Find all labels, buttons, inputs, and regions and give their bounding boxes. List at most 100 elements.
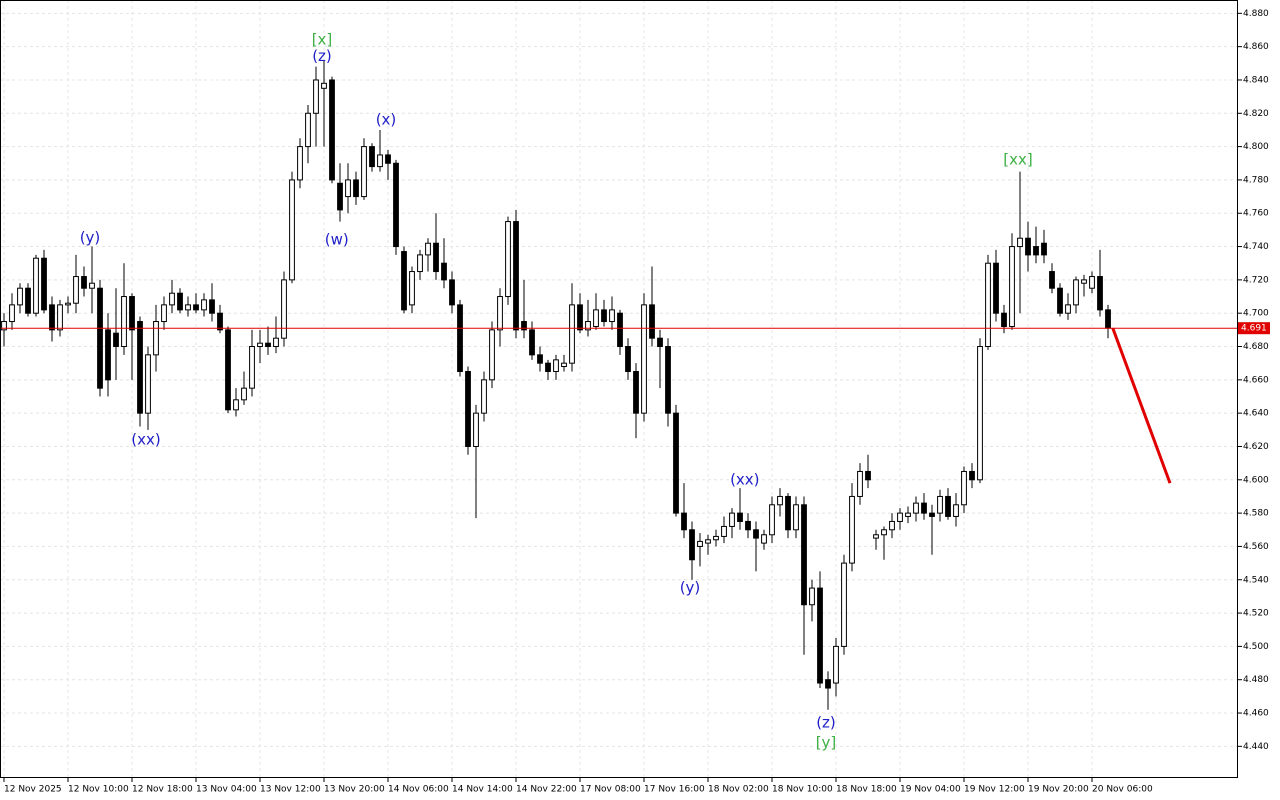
candle-body <box>953 504 959 517</box>
candle-body <box>537 354 543 364</box>
candle-body <box>585 321 591 331</box>
candle-body <box>473 412 479 447</box>
candle-body <box>729 512 735 527</box>
candle-body <box>865 470 871 481</box>
candle-body <box>425 242 431 256</box>
candle-body <box>937 495 943 514</box>
candle-body <box>89 282 95 289</box>
candle-body <box>529 329 535 356</box>
candle-body <box>609 309 615 323</box>
candle-body <box>769 504 775 536</box>
y-tick-label: 4.440 <box>1243 742 1269 752</box>
candle-body <box>825 679 831 689</box>
candle-body <box>505 221 511 298</box>
candle-body <box>137 321 143 414</box>
candle-body <box>649 304 655 339</box>
candle-body <box>721 525 727 537</box>
x-tick-label: 14 Nov 14:00 <box>452 785 513 795</box>
candle-body <box>969 470 975 481</box>
candle-body <box>761 534 767 544</box>
candle-body <box>201 299 207 311</box>
x-tick-label: 17 Nov 08:00 <box>580 785 641 795</box>
x-tick-label: 19 Nov 04:00 <box>900 785 961 795</box>
candle-body <box>705 539 711 544</box>
candle-body <box>489 329 495 381</box>
wave-label: (xx) <box>131 430 160 448</box>
candle-body <box>1089 276 1095 289</box>
candle-body <box>1017 237 1023 248</box>
x-tick-label: 18 Nov 18:00 <box>836 785 897 795</box>
candle-body <box>209 299 215 314</box>
candle-body <box>929 512 935 517</box>
candle-body <box>129 296 135 331</box>
y-tick-label: 4.640 <box>1243 409 1269 419</box>
candle-body <box>289 179 295 281</box>
candle-body <box>737 512 743 522</box>
candle-body <box>9 304 15 323</box>
wave-label: (y) <box>680 579 701 597</box>
y-tick-label: 4.800 <box>1243 142 1269 152</box>
candle-body <box>1 321 7 331</box>
y-tick-label: 4.520 <box>1243 609 1269 619</box>
y-tick-label: 4.600 <box>1243 475 1269 485</box>
candle-body <box>1033 246 1039 256</box>
candle-body <box>593 309 599 328</box>
candle-body <box>521 321 527 331</box>
candle-body <box>81 276 87 289</box>
candle-body <box>497 296 503 331</box>
wave-label: [xx] <box>1003 150 1032 168</box>
candle-body <box>417 254 423 273</box>
wave-label: [y] <box>816 734 837 752</box>
y-tick-label: 4.880 <box>1243 9 1269 19</box>
candle-body <box>569 304 575 364</box>
x-tick-label: 19 Nov 20:00 <box>1028 785 1089 795</box>
candle-body <box>945 495 951 517</box>
candle-body <box>921 502 927 514</box>
candle-body <box>1057 287 1063 314</box>
candle-body <box>385 154 391 164</box>
candle-body <box>169 292 175 306</box>
candle-body <box>17 287 23 306</box>
candle-body <box>625 346 631 373</box>
x-tick-label: 17 Nov 16:00 <box>644 785 705 795</box>
wave-label: (y) <box>80 229 101 247</box>
candle-body <box>273 337 279 348</box>
candle-body <box>241 387 247 401</box>
candle-body <box>329 79 335 181</box>
candle-body <box>889 520 895 531</box>
wave-label: (z) <box>816 714 836 732</box>
candle-body <box>121 296 127 348</box>
y-tick-label: 4.700 <box>1243 309 1269 319</box>
y-tick-label: 4.680 <box>1243 342 1269 352</box>
y-tick-label: 4.580 <box>1243 509 1269 519</box>
candle-body <box>1065 304 1071 314</box>
y-tick-label: 4.760 <box>1243 209 1269 219</box>
candle-body <box>841 562 847 647</box>
y-tick-label: 4.780 <box>1243 175 1269 185</box>
x-tick-label: 20 Nov 06:00 <box>1092 785 1153 795</box>
candle-body <box>409 271 415 306</box>
candle-body <box>681 512 687 531</box>
candle-body <box>257 342 263 348</box>
candle-body <box>185 304 191 311</box>
last-price-label: 4.691 <box>1241 324 1267 334</box>
candle-body <box>193 304 199 311</box>
x-tick-label: 14 Nov 06:00 <box>388 785 449 795</box>
x-tick-label: 13 Nov 12:00 <box>260 785 321 795</box>
candle-body <box>1001 312 1007 328</box>
plot-frame <box>0 0 1238 778</box>
candle-body <box>25 287 31 314</box>
x-tick-label: 13 Nov 04:00 <box>196 785 257 795</box>
wave-label: (x) <box>376 110 397 128</box>
candle-body <box>33 257 39 314</box>
y-tick-label: 4.460 <box>1243 709 1269 719</box>
candle-body <box>337 182 343 211</box>
y-tick-label: 4.860 <box>1243 42 1269 52</box>
candle-body <box>873 534 879 539</box>
wave-label: (z) <box>312 47 332 65</box>
candle-body <box>513 221 519 331</box>
candle-body <box>561 362 567 368</box>
candle-body <box>113 332 119 348</box>
candle-body <box>265 342 271 348</box>
